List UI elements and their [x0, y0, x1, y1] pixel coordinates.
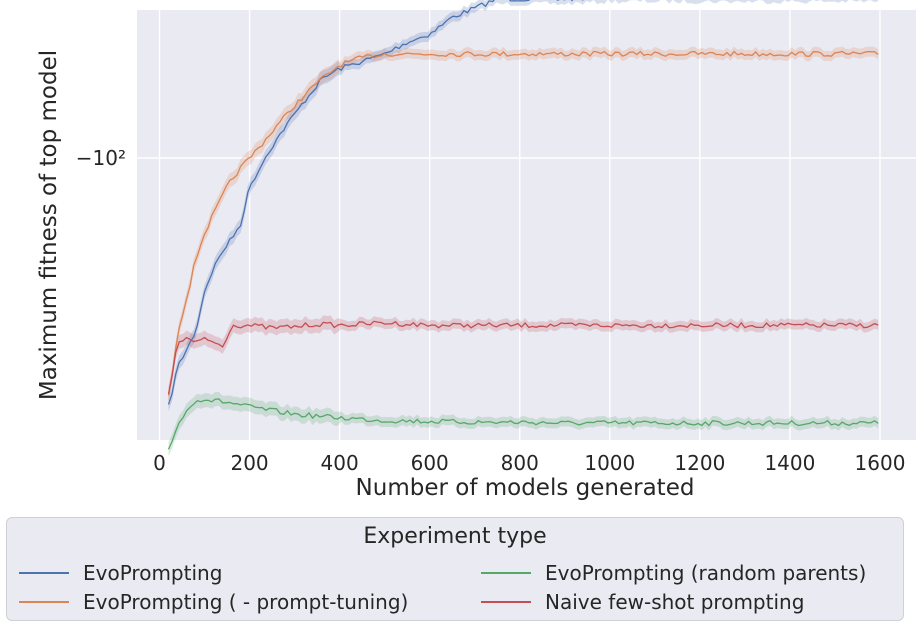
series-band-2	[168, 392, 879, 457]
x-tick-label: 1400	[764, 451, 815, 475]
y-tick-labels: −10²	[76, 146, 126, 170]
series-line-0	[167, 0, 598, 405]
legend-label-no-prompt-tuning: EvoPrompting ( - prompt-tuning)	[83, 590, 409, 614]
x-tick-label: 1000	[584, 451, 635, 475]
legend: Experiment type EvoPrompting EvoPromptin…	[6, 517, 904, 621]
x-tick-label: 0	[153, 451, 166, 475]
legend-item-no-prompt-tuning: EvoPrompting ( - prompt-tuning)	[19, 589, 408, 615]
legend-label-random-parents: EvoPrompting (random parents)	[545, 561, 867, 585]
x-tick-label: 800	[501, 451, 539, 475]
legend-label-evoprompting: EvoPrompting	[83, 561, 223, 585]
legend-swatch-naive-few-shot	[481, 601, 531, 603]
plot-background	[137, 10, 916, 440]
legend-item-evoprompting: EvoPrompting	[19, 560, 222, 586]
gridlines	[137, 10, 916, 440]
series-line-1	[167, 50, 879, 396]
legend-label-naive-few-shot: Naive few-shot prompting	[545, 590, 805, 614]
x-tick-label: 600	[411, 451, 449, 475]
y-axis-label: Maximum fitness of top model	[36, 50, 62, 400]
x-tick-label: 200	[230, 451, 268, 475]
legend-swatch-random-parents	[481, 572, 531, 574]
x-tick-label: 1200	[674, 451, 725, 475]
x-tick-label: 1600	[855, 451, 906, 475]
x-tick-labels: 0 200 400 600 800 1000 1200 1400 1600	[153, 451, 905, 475]
series-lines	[167, 0, 879, 450]
legend-item-random-parents: EvoPrompting (random parents)	[481, 560, 866, 586]
y-tick-label: −10²	[76, 146, 126, 170]
legend-title: Experiment type	[363, 524, 547, 549]
x-tick-label: 400	[321, 451, 359, 475]
legend-swatch-evoprompting	[19, 572, 69, 574]
series-line-3	[167, 320, 879, 395]
x-axis-label: Number of models generated	[356, 475, 695, 501]
series-line-2	[167, 398, 879, 450]
legend-item-naive-few-shot: Naive few-shot prompting	[481, 589, 804, 615]
legend-swatch-no-prompt-tuning	[19, 601, 69, 603]
